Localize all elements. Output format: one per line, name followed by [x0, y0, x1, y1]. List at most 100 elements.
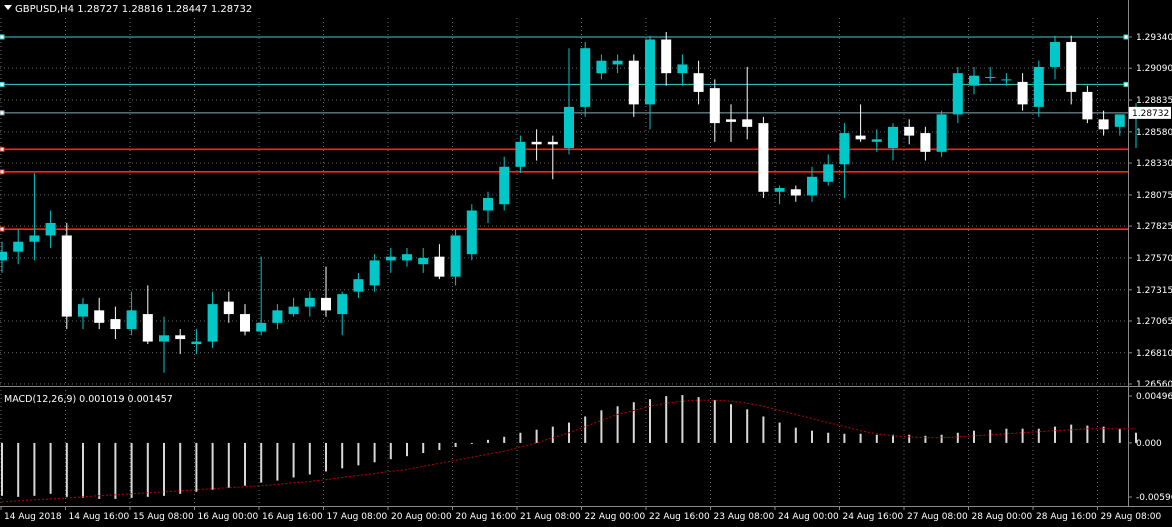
candle-body	[94, 310, 105, 323]
macd-bar	[1135, 432, 1137, 443]
candle-body	[1082, 91, 1093, 120]
time-tick-label: 22 Aug 00:00	[585, 512, 646, 522]
macd-signal-line	[1, 399, 1136, 503]
macd-bar	[1102, 426, 1105, 443]
macd-bar	[114, 442, 117, 499]
macd-bar	[244, 442, 246, 486]
price-panel[interactable]: 1.29340 1.29090 1.28835 1.28580 1.28330 1.280…	[0, 0, 1172, 507]
candle-body	[191, 341, 202, 345]
candle-body	[693, 73, 704, 92]
time-tick-label: 29 Aug 08:00	[1101, 512, 1162, 522]
macd-bar	[49, 442, 52, 494]
price-tick-label: 1.26560	[1136, 380, 1172, 390]
candle-body	[159, 335, 169, 342]
level-handle[interactable]	[1123, 34, 1129, 40]
candle	[952, 66, 963, 124]
macd-bar	[746, 409, 749, 443]
candle-body	[240, 314, 250, 332]
level-handle[interactable]	[0, 226, 5, 232]
macd-bar	[811, 430, 813, 443]
price-tick-label: 1.28075	[1136, 191, 1172, 201]
candle	[13, 229, 24, 265]
macd-bar	[956, 432, 959, 443]
candle	[0, 241, 7, 273]
candle-body	[580, 48, 591, 107]
macd-bar	[875, 434, 878, 443]
candle-body	[321, 297, 331, 311]
candle	[564, 48, 574, 155]
candle-body	[1017, 81, 1028, 105]
macd-bar	[794, 427, 797, 443]
candle	[774, 185, 785, 205]
candle-body	[288, 306, 299, 315]
macd-bar	[292, 442, 295, 478]
macd-bar	[940, 434, 943, 443]
time-tick-label: 16 Aug 16:00	[262, 512, 323, 522]
candle	[175, 329, 186, 355]
macd-bar	[260, 442, 263, 483]
macd-bar	[82, 442, 84, 498]
macd-tick-label: 0.00496	[1136, 392, 1172, 402]
time-tick-label: 14 Aug 16:00	[69, 512, 130, 522]
candle	[385, 247, 396, 273]
candle-body	[126, 310, 137, 330]
price-tick-label: 1.29090	[1136, 64, 1172, 74]
price-tick-label: 1.28835	[1136, 96, 1172, 106]
macd-bar	[1037, 428, 1040, 443]
candle	[969, 66, 979, 95]
candle-body	[515, 141, 526, 167]
candle	[742, 66, 753, 140]
candle-body	[758, 123, 769, 192]
macd-bar	[1086, 425, 1089, 443]
candle-body	[61, 235, 72, 317]
candle-body	[369, 260, 380, 286]
macd-bar	[163, 442, 165, 496]
candle-body	[0, 251, 7, 261]
candle	[790, 185, 801, 202]
candle	[1082, 85, 1093, 124]
macd-panel[interactable]: 0.00496 0.000 -0.005968	[0, 390, 1172, 505]
macd-bar	[373, 442, 376, 463]
candle-body	[207, 304, 218, 342]
candle-body	[774, 188, 785, 192]
macd-bar	[973, 430, 975, 443]
candle	[110, 306, 121, 340]
candle-body	[855, 135, 866, 140]
time-tick-label: 22 Aug 16:00	[649, 512, 710, 522]
macd-bar	[179, 442, 182, 494]
current-price-label: 1.28732	[1132, 109, 1169, 119]
macd-bar	[487, 439, 489, 443]
macd-bar	[584, 416, 587, 443]
candle-body	[175, 335, 186, 340]
time-tick-label: 23 Aug 08:00	[714, 512, 775, 522]
macd-title: MACD(12,26,9) 0.001019 0.001457	[4, 394, 173, 405]
candle	[1114, 114, 1125, 136]
candle-body	[142, 314, 153, 342]
candle	[304, 291, 315, 317]
macd-bar	[908, 434, 911, 443]
macd-bar	[146, 442, 149, 497]
chevron-down-icon[interactable]	[4, 5, 12, 10]
candle	[61, 222, 72, 330]
level-handle[interactable]	[0, 169, 5, 175]
macd-bar	[778, 422, 781, 443]
macd-tick-label: -0.005968	[1136, 493, 1172, 503]
macd-bar	[389, 442, 392, 460]
candle	[369, 254, 380, 292]
level-handle[interactable]	[0, 110, 5, 116]
level-handle[interactable]	[0, 34, 5, 40]
level-handle[interactable]	[1123, 81, 1129, 87]
candle-body	[418, 257, 429, 265]
macd-bar	[130, 442, 133, 498]
candle-body	[29, 235, 40, 242]
candle-body	[596, 60, 607, 74]
level-handle[interactable]	[0, 81, 5, 87]
candle-body	[1066, 41, 1077, 92]
candle	[1050, 35, 1060, 80]
level-handle[interactable]	[0, 146, 5, 152]
macd-bar	[17, 442, 20, 497]
macd-bar	[1070, 424, 1073, 443]
candle-body	[920, 133, 931, 152]
time-tick-label: 27 Aug 08:00	[907, 512, 968, 522]
